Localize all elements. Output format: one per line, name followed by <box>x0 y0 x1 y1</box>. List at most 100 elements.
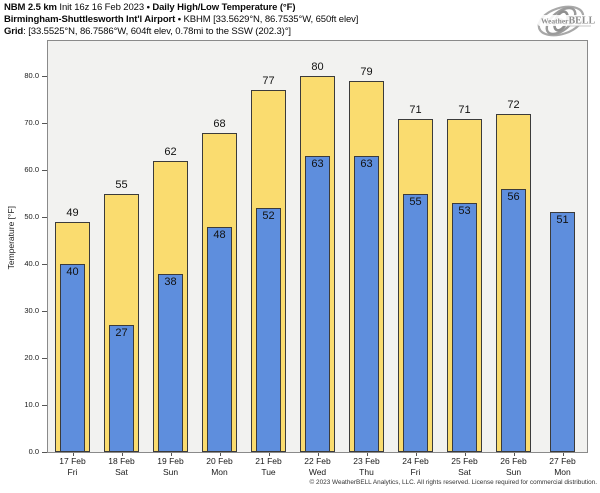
low-temp-bar: 63 <box>354 156 379 452</box>
x-tick-weekday: Sun <box>162 467 179 477</box>
low-temp-value: 48 <box>213 228 226 241</box>
high-temp-value: 62 <box>164 145 177 158</box>
y-tick-mark <box>42 122 47 124</box>
y-tick-label: 70.0 <box>24 118 39 128</box>
low-temp-bar: 40 <box>60 264 85 452</box>
x-tick-weekday: Sun <box>505 467 522 477</box>
x-tick-date: 25 Feb <box>451 456 478 466</box>
x-tick-mark <box>121 453 123 456</box>
header-line-2: Birmingham-Shuttlesworth Int'l Airport •… <box>4 14 358 26</box>
low-temp-value: 56 <box>507 191 520 203</box>
station-details: KBHM [33.5629°N, 86.7535°W, 650ft elev] <box>183 14 359 25</box>
x-tick-weekday: Sat <box>115 467 128 477</box>
x-tick-weekday: Tue <box>261 467 276 477</box>
low-temp-bar: 27 <box>109 325 134 452</box>
low-temp-bar: 52 <box>256 207 281 452</box>
x-tick-date: 26 Feb <box>500 456 527 466</box>
y-tick-mark <box>42 216 47 218</box>
bullet-separator: • <box>177 14 181 25</box>
high-temp-value: 55 <box>115 178 128 191</box>
x-tick-label: 17 Feb Fri <box>45 456 101 478</box>
weatherbell-logo: WeatherBELL <box>537 5 596 37</box>
high-temp-value: 71 <box>409 103 422 116</box>
low-temp-value: 51 <box>556 214 569 227</box>
x-tick-label: 19 Feb Sun <box>143 456 199 478</box>
x-tick-date: 24 Feb <box>402 456 429 466</box>
high-temp-value: 72 <box>507 98 520 111</box>
copyright-notice: © 2023 WeatherBELL Analytics, LLC. All r… <box>309 479 597 486</box>
model-name: NBM 2.5 km <box>4 2 57 13</box>
high-temp-value: 79 <box>360 65 373 78</box>
x-tick-weekday: Fri <box>67 467 78 477</box>
x-tick-mark <box>513 453 515 456</box>
low-temp-bar: 51 <box>550 212 575 452</box>
header-line-1: NBM 2.5 km Init 16z 16 Feb 2023 • Daily … <box>4 2 358 14</box>
x-tick-date: 18 Feb <box>108 456 135 466</box>
x-tick-date: 21 Feb <box>255 456 282 466</box>
high-temp-value: 77 <box>262 75 275 88</box>
y-tick-label: 10.0 <box>24 400 39 410</box>
x-tick-mark <box>366 453 368 456</box>
x-tick-date: 17 Feb <box>59 456 86 466</box>
low-temp-bar: 48 <box>207 226 232 452</box>
x-tick-weekday: Mon <box>554 467 571 477</box>
high-temp-value: 68 <box>213 117 226 130</box>
y-tick-label: 20.0 <box>24 353 39 363</box>
product-title: Daily High/Low Temperature (°F) <box>152 2 296 13</box>
x-tick-weekday: Fri <box>410 467 421 477</box>
header-line-3: Grid: [33.5525°N, 86.7586°W, 604ft elev,… <box>4 26 358 38</box>
y-tick-mark <box>42 357 47 359</box>
x-tick-label: 26 Feb Sun <box>486 456 542 478</box>
low-temp-bar: 38 <box>158 273 183 452</box>
low-temp-value: 40 <box>66 266 79 279</box>
x-tick-label: 20 Feb Mon <box>192 456 248 478</box>
high-temp-value: 80 <box>311 61 324 74</box>
x-tick-date: 19 Feb <box>157 456 184 466</box>
low-temp-bar: 56 <box>501 189 526 452</box>
y-tick-label: 40.0 <box>24 259 39 269</box>
low-temp-value: 38 <box>164 275 177 288</box>
chart-header: NBM 2.5 km Init 16z 16 Feb 2023 • Daily … <box>4 2 358 38</box>
x-tick-label: 27 Feb Mon <box>535 456 591 478</box>
y-tick-label: 50.0 <box>24 212 39 222</box>
low-temp-value: 63 <box>311 158 324 171</box>
x-tick-mark <box>219 453 221 456</box>
x-tick-date: 27 Feb <box>549 456 576 466</box>
bullet-separator: • <box>146 2 150 13</box>
station-name: Birmingham-Shuttlesworth Int'l Airport <box>4 14 176 25</box>
x-tick-mark <box>317 453 319 456</box>
plot-area: 49 40 55 27 62 38 68 48 77 52 80 63 79 63 71 55 71 53 72 56… <box>47 40 588 453</box>
x-tick-mark <box>464 453 466 456</box>
x-tick-weekday: Thu <box>359 467 374 477</box>
grid-details: : [33.5525°N, 86.7586°W, 604ft elev, 0.7… <box>23 26 291 37</box>
low-temp-value: 63 <box>360 158 373 171</box>
x-tick-date: 22 Feb <box>304 456 331 466</box>
x-tick-date: 20 Feb <box>206 456 233 466</box>
x-tick-mark <box>170 453 172 456</box>
y-tick-label: 60.0 <box>24 165 39 175</box>
x-tick-mark <box>415 453 417 456</box>
x-tick-weekday: Sat <box>458 467 471 477</box>
x-tick-mark <box>562 453 564 456</box>
svg-text:WeatherBELL: WeatherBELL <box>541 16 596 27</box>
y-tick-label: 0.0 <box>28 447 39 456</box>
y-tick-mark <box>42 310 47 312</box>
x-tick-mark <box>268 453 270 456</box>
x-tick-weekday: Mon <box>211 467 228 477</box>
grid-label: Grid <box>4 26 24 37</box>
low-temp-value: 52 <box>262 209 275 222</box>
low-temp-bar: 63 <box>305 156 330 452</box>
x-tick-mark <box>72 453 74 456</box>
init-time: Init 16z 16 Feb 2023 <box>59 2 145 13</box>
x-tick-weekday: Wed <box>308 467 327 477</box>
x-tick-label: 18 Feb Sat <box>94 456 150 478</box>
low-temp-value: 27 <box>115 327 128 340</box>
low-temp-bar: 55 <box>403 193 428 452</box>
y-tick-mark <box>42 451 47 453</box>
y-tick-mark <box>42 404 47 406</box>
x-tick-label: 24 Feb Fri <box>388 456 444 478</box>
low-temp-value: 55 <box>409 195 422 208</box>
x-tick-label: 23 Feb Thu <box>339 456 395 478</box>
y-tick-label: 80.0 <box>24 71 39 81</box>
